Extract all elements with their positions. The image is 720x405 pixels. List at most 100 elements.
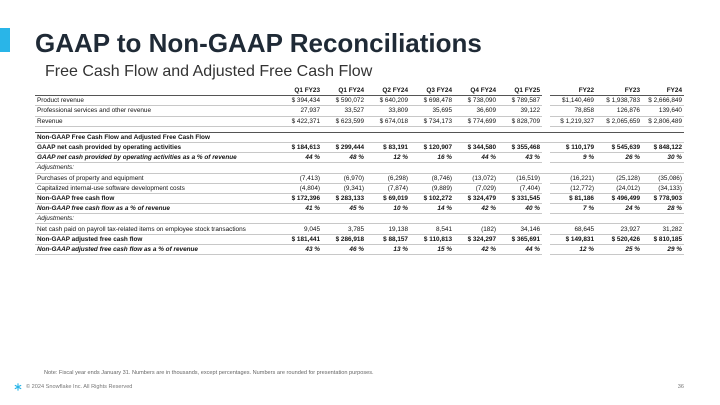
value-cell: (8,746) bbox=[410, 173, 454, 184]
table-row: Non-GAAP adjusted free cash flow $ 181,44… bbox=[35, 234, 684, 245]
table-row: Revenue $ 422,371 $ 623,599 $ 674,018 $ 734,… bbox=[35, 116, 684, 127]
value-cell: $ 2,065,659 bbox=[596, 116, 642, 127]
column-header: Q1 FY25 bbox=[498, 86, 542, 97]
value-cell: 23,927 bbox=[596, 223, 642, 235]
row-label: Non-GAAP Free Cash Flow and Adjusted Fre… bbox=[35, 131, 684, 143]
gap-cell bbox=[542, 153, 550, 163]
value-cell: 27,937 bbox=[278, 105, 322, 117]
value-cell: 3,785 bbox=[322, 223, 366, 235]
value-cell: $ 623,599 bbox=[322, 116, 366, 127]
value-cell: $ 789,587 bbox=[498, 95, 542, 107]
header-row: Q1 FY23 Q1 FY24 Q2 FY24 Q3 FY24 Q4 FY24 Q1 FY… bbox=[35, 86, 684, 97]
value-cell: $ 172,396 bbox=[278, 193, 322, 205]
value-cell: $ 774,699 bbox=[454, 116, 498, 127]
value-cell: $ 331,545 bbox=[498, 193, 542, 205]
value-cell: 40 % bbox=[498, 203, 542, 215]
row-label: Adjustments: bbox=[35, 162, 684, 174]
value-cell: $1,140,469 bbox=[550, 95, 596, 107]
value-cell: (6,970) bbox=[322, 173, 366, 184]
row-label: Product revenue bbox=[35, 95, 278, 107]
value-cell: 16 % bbox=[410, 152, 454, 164]
column-header: FY23 bbox=[596, 86, 642, 97]
value-cell: 34,146 bbox=[498, 223, 542, 235]
value-cell: 45 % bbox=[322, 203, 366, 215]
row-label: GAAP net cash provided by operating acti… bbox=[35, 152, 278, 164]
value-cell: 44 % bbox=[498, 244, 542, 256]
value-cell: $ 1,938,783 bbox=[596, 95, 642, 107]
table-row: Non-GAAP adjusted free cash flow as a % … bbox=[35, 244, 684, 256]
gap-cell bbox=[542, 183, 550, 193]
value-cell: (16,519) bbox=[498, 173, 542, 184]
value-cell: 12 % bbox=[366, 152, 410, 164]
gap-cell bbox=[542, 173, 550, 183]
value-cell: $ 299,444 bbox=[322, 142, 366, 154]
value-cell: 33,527 bbox=[322, 105, 366, 117]
value-cell: $ 810,185 bbox=[642, 234, 684, 245]
value-cell: (12,772) bbox=[550, 183, 596, 194]
value-cell: (35,086) bbox=[642, 173, 684, 184]
value-cell: $ 120,907 bbox=[410, 142, 454, 154]
table-row: Adjustments: bbox=[35, 162, 684, 174]
column-header: Q3 FY24 bbox=[410, 86, 454, 97]
value-cell: (13,072) bbox=[454, 173, 498, 184]
value-cell: $ 2,666,849 bbox=[642, 95, 684, 107]
value-cell: $ 81,186 bbox=[550, 193, 596, 205]
value-cell: 33,809 bbox=[366, 105, 410, 117]
gap-cell bbox=[542, 86, 550, 96]
value-cell: $ 1,219,327 bbox=[550, 116, 596, 127]
table-row: GAAP net cash provided by operating acti… bbox=[35, 142, 684, 154]
value-cell: 44 % bbox=[454, 152, 498, 164]
gap-cell bbox=[542, 116, 550, 126]
row-label: Professional services and other revenue bbox=[35, 105, 278, 117]
value-cell: 26 % bbox=[596, 152, 642, 164]
value-cell: 42 % bbox=[454, 244, 498, 256]
value-cell: 15 % bbox=[410, 244, 454, 256]
value-cell: $ 184,613 bbox=[278, 142, 322, 154]
value-cell: 68,645 bbox=[550, 223, 596, 235]
gap-cell bbox=[542, 193, 550, 203]
row-label: Capitalized internal-use software develo… bbox=[35, 183, 278, 194]
column-header: Q2 FY24 bbox=[366, 86, 410, 97]
value-cell: 139,640 bbox=[642, 105, 684, 117]
column-header: FY22 bbox=[550, 86, 596, 97]
value-cell: (7,404) bbox=[498, 183, 542, 194]
value-cell: 24 % bbox=[596, 203, 642, 215]
table-row: Product revenue $ 394,434 $ 590,072 $ 640,2… bbox=[35, 95, 684, 107]
value-cell: (25,128) bbox=[596, 173, 642, 184]
value-cell: $ 640,209 bbox=[366, 95, 410, 107]
value-cell: 10 % bbox=[366, 203, 410, 215]
table-row: Adjustments: bbox=[35, 213, 684, 225]
value-cell: (7,874) bbox=[366, 183, 410, 194]
value-cell: $ 324,479 bbox=[454, 193, 498, 205]
value-cell: $ 181,441 bbox=[278, 234, 322, 245]
value-cell: $ 355,468 bbox=[498, 142, 542, 154]
value-cell: (34,133) bbox=[642, 183, 684, 194]
table-row: Non-GAAP Free Cash Flow and Adjusted Fre… bbox=[35, 131, 684, 143]
header-cell bbox=[35, 86, 278, 97]
value-cell: 29 % bbox=[642, 244, 684, 256]
title: GAAP to Non-GAAP Reconciliations bbox=[35, 28, 482, 58]
column-header: Q1 FY23 bbox=[278, 86, 322, 97]
value-cell: $ 520,426 bbox=[596, 234, 642, 245]
gap-cell bbox=[542, 234, 550, 244]
value-cell: 14 % bbox=[410, 203, 454, 215]
table-row: GAAP net cash provided by operating acti… bbox=[35, 152, 684, 164]
value-cell: (9,341) bbox=[322, 183, 366, 194]
accent-bar bbox=[0, 28, 10, 52]
value-cell: 78,858 bbox=[550, 105, 596, 117]
value-cell: 48 % bbox=[322, 152, 366, 164]
gap-cell bbox=[542, 96, 550, 106]
page-number: 36 bbox=[677, 384, 684, 390]
value-cell: $ 344,580 bbox=[454, 142, 498, 154]
value-cell: 9,045 bbox=[278, 223, 322, 235]
row-label: Non-GAAP free cash flow as a % of revenu… bbox=[35, 203, 278, 215]
value-cell: 43 % bbox=[498, 152, 542, 164]
value-cell: (4,804) bbox=[278, 183, 322, 194]
gap-cell bbox=[542, 142, 550, 152]
value-cell: 39,122 bbox=[498, 105, 542, 117]
value-cell: $ 110,813 bbox=[410, 234, 454, 245]
value-cell: $ 698,478 bbox=[410, 95, 454, 107]
value-cell: $ 283,133 bbox=[322, 193, 366, 205]
value-cell: $ 734,173 bbox=[410, 116, 454, 127]
value-cell: $ 2,806,489 bbox=[642, 116, 684, 127]
